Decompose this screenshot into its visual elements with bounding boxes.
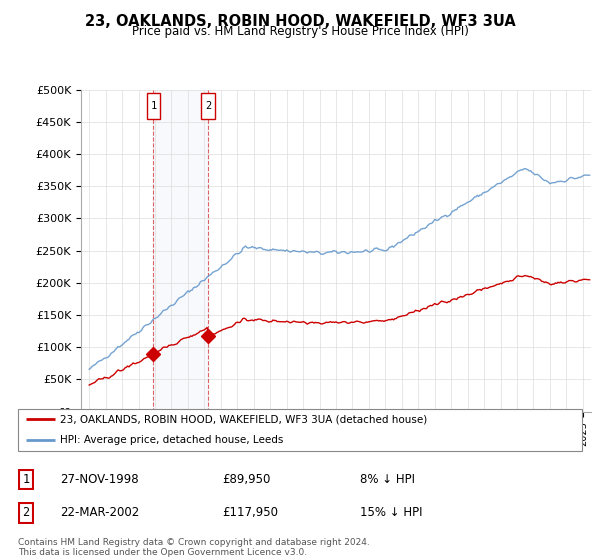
Text: 1: 1 bbox=[22, 473, 29, 486]
Text: 15% ↓ HPI: 15% ↓ HPI bbox=[360, 506, 422, 520]
Text: 27-NOV-1998: 27-NOV-1998 bbox=[60, 473, 139, 486]
Bar bbox=[202, 93, 215, 119]
Text: Contains HM Land Registry data © Crown copyright and database right 2024.
This d: Contains HM Land Registry data © Crown c… bbox=[18, 538, 370, 557]
Bar bbox=[147, 93, 160, 119]
Text: 22-MAR-2002: 22-MAR-2002 bbox=[60, 506, 139, 520]
Bar bbox=[154, 90, 208, 412]
Text: 8% ↓ HPI: 8% ↓ HPI bbox=[360, 473, 415, 486]
Text: 1: 1 bbox=[150, 101, 157, 111]
Text: 2: 2 bbox=[205, 101, 211, 111]
Text: £117,950: £117,950 bbox=[222, 506, 278, 520]
Text: HPI: Average price, detached house, Leeds: HPI: Average price, detached house, Leed… bbox=[60, 435, 284, 445]
Text: 2: 2 bbox=[22, 506, 29, 520]
Text: 23, OAKLANDS, ROBIN HOOD, WAKEFIELD, WF3 3UA (detached house): 23, OAKLANDS, ROBIN HOOD, WAKEFIELD, WF3… bbox=[60, 414, 428, 424]
Text: 23, OAKLANDS, ROBIN HOOD, WAKEFIELD, WF3 3UA: 23, OAKLANDS, ROBIN HOOD, WAKEFIELD, WF3… bbox=[85, 14, 515, 29]
Text: Price paid vs. HM Land Registry's House Price Index (HPI): Price paid vs. HM Land Registry's House … bbox=[131, 25, 469, 38]
Text: £89,950: £89,950 bbox=[222, 473, 271, 486]
